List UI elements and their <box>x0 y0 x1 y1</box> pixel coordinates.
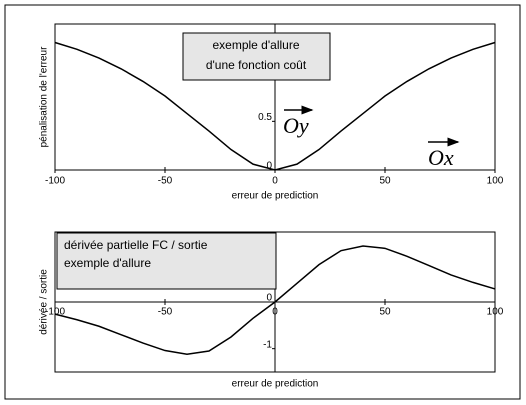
annotation-box <box>56 232 277 290</box>
x-tick-label: 50 <box>379 307 391 318</box>
annotation-box <box>182 32 331 81</box>
annotation: Oy <box>283 113 309 138</box>
x-tick-label: -100 <box>45 176 65 187</box>
annotation: d'une fonction coût <box>206 58 307 72</box>
annotation: dérivée partielle FC / sortie <box>64 238 208 252</box>
x-tick-label: 0 <box>272 176 278 187</box>
y-axis-label: pénalisation de l'erreur <box>39 46 50 148</box>
y-tick-label: 0 <box>266 293 272 304</box>
y-axis-label: dérivée / sortie <box>39 269 50 335</box>
x-tick-label: 0 <box>272 307 278 318</box>
annotation: exemple d'allure <box>212 38 299 52</box>
x-tick-label: -50 <box>158 307 173 318</box>
x-tick-label: -50 <box>158 176 173 187</box>
y-tick-label: -1 <box>263 339 272 350</box>
x-axis-label: erreur de prediction <box>232 379 319 390</box>
annotation: Ox <box>428 145 454 170</box>
x-tick-label: 50 <box>379 176 391 187</box>
x-tick-label: 100 <box>487 176 504 187</box>
x-tick-label: 100 <box>487 307 504 318</box>
curve <box>54 41 496 171</box>
curve <box>54 245 496 356</box>
x-axis-label: erreur de prediction <box>232 191 319 202</box>
annotation: exemple d'allure <box>64 256 151 270</box>
x-tick-label: -100 <box>45 307 65 318</box>
y-tick-label: 0.5 <box>258 112 272 123</box>
y-tick-label: 0 <box>266 161 272 172</box>
